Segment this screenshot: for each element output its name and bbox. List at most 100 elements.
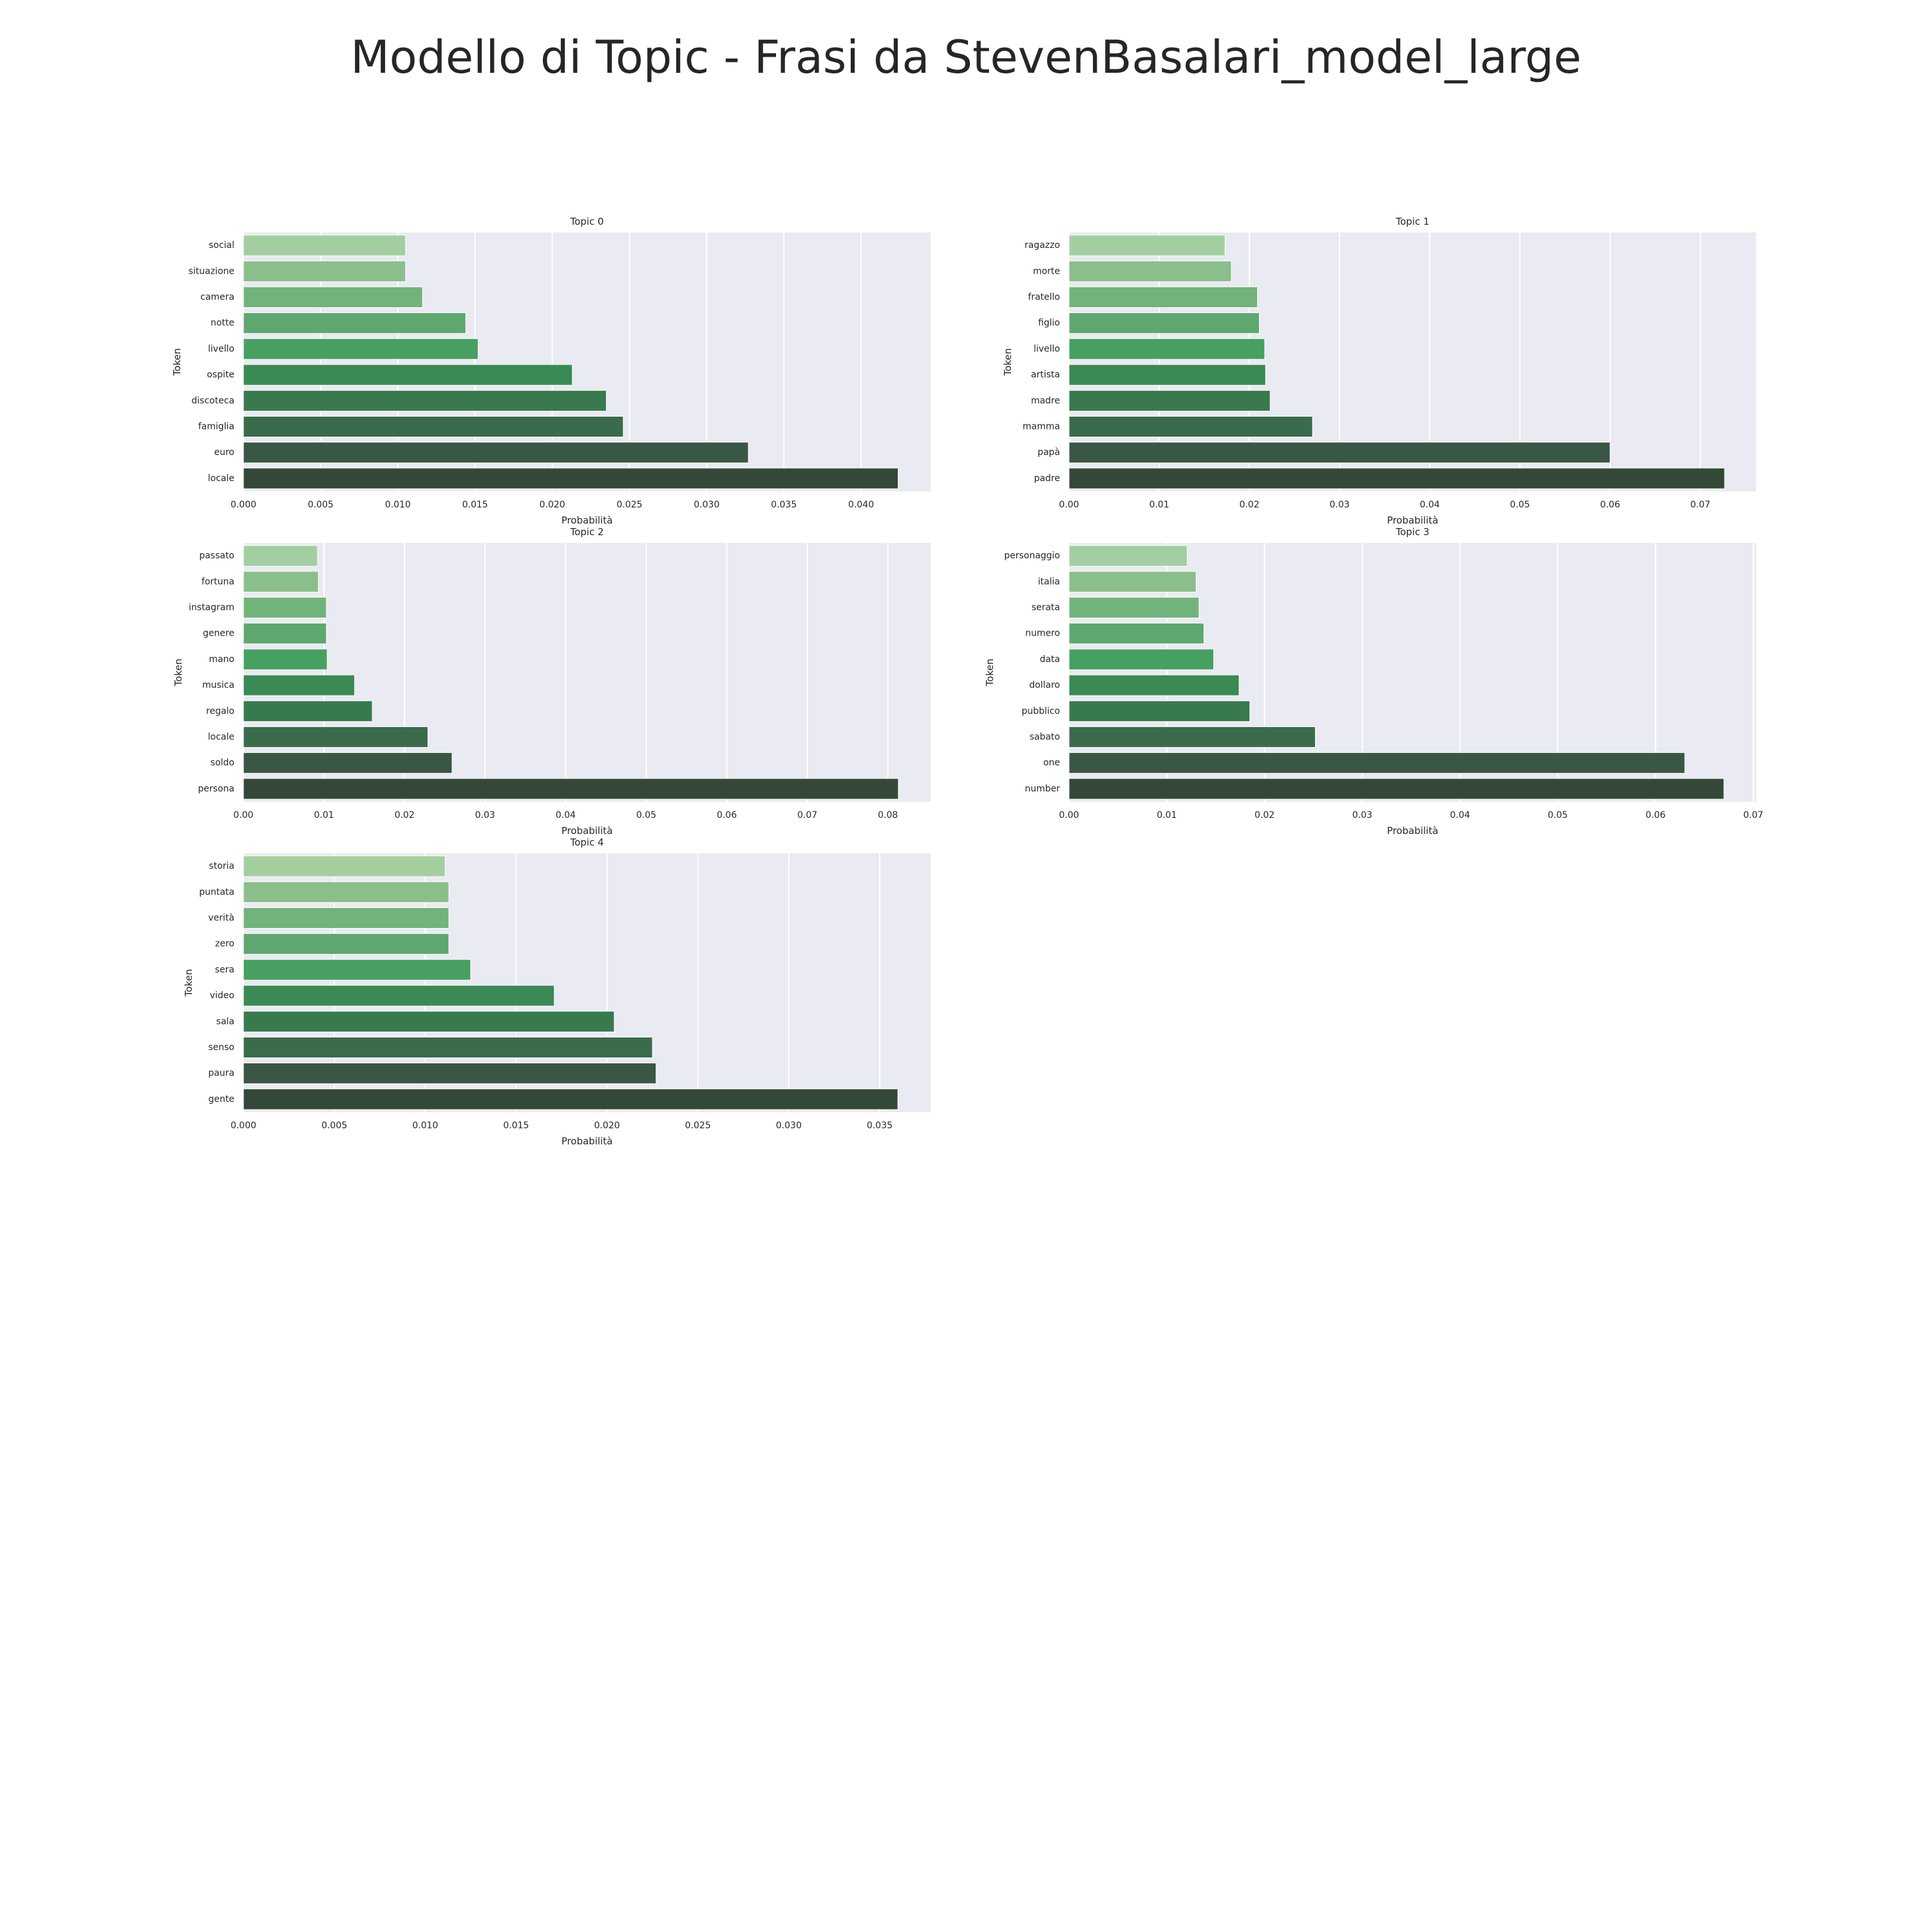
y-tick-label: figlio	[1038, 318, 1060, 328]
x-tick-label: 0.08	[878, 810, 898, 820]
bar-papà	[1068, 442, 1611, 464]
bar-regalo	[243, 700, 373, 722]
x-tick-label: 0.04	[1420, 500, 1440, 510]
y-tick-label: morte	[1033, 266, 1060, 276]
bar-discoteca	[243, 390, 607, 412]
bar-mano	[243, 649, 328, 670]
bar-dollaro	[1068, 674, 1240, 696]
bar-genere	[243, 623, 327, 645]
y-tick-label: euro	[214, 448, 235, 458]
bar-personaggio	[1068, 545, 1188, 567]
chart-panel-topic-1: ragazzo morte fratello figlio livello artista…	[1002, 216, 1756, 526]
bar-storia	[243, 855, 446, 877]
bar-situazione	[243, 260, 406, 282]
y-tick-label: musica	[202, 680, 234, 690]
bar-sala	[243, 1010, 615, 1032]
y-tick-label: serata	[1032, 603, 1060, 613]
bar-senso	[243, 1036, 653, 1059]
y-tick-label: camera	[200, 292, 234, 303]
subplot-title: Topic 3	[1395, 526, 1429, 538]
x-tick-label: 0.01	[314, 810, 334, 820]
y-tick-label: italia	[1038, 576, 1060, 587]
x-tick-label: 0.06	[717, 810, 737, 820]
y-tick-label: one	[1043, 758, 1060, 768]
bar-musica	[243, 674, 355, 696]
x-tick-label: 0.030	[776, 1121, 802, 1131]
x-tick-label: 0.025	[616, 500, 642, 510]
y-tick-label: livello	[1034, 344, 1060, 354]
y-tick-label: regalo	[206, 706, 234, 716]
bar-notte	[243, 312, 466, 334]
x-tick-label: 0.04	[1450, 810, 1470, 820]
y-tick-label: locale	[208, 732, 234, 743]
x-tick-label: 0.005	[321, 1121, 347, 1131]
bar-artista	[1068, 364, 1266, 386]
y-tick-label: soldo	[211, 758, 234, 768]
y-tick-label: puntata	[199, 887, 234, 897]
figure-title: Modello di Topic - Frasi da StevenBasala…	[350, 31, 1582, 84]
y-tick-label: artista	[1031, 370, 1060, 380]
y-tick-label: passato	[199, 551, 234, 561]
x-tick-label: 0.00	[1059, 500, 1079, 510]
subplot-title: Topic 2	[569, 526, 603, 538]
x-tick-label: 0.000	[231, 500, 256, 510]
y-tick-label: number	[1025, 784, 1060, 794]
bar-famiglia	[243, 415, 624, 438]
y-tick-label: persona	[198, 784, 234, 794]
bar-mamma	[1068, 415, 1313, 438]
bar-gente	[243, 1088, 898, 1110]
bar-fratello	[1068, 286, 1258, 308]
bar-serata	[1068, 596, 1200, 619]
y-tick-label: pubblico	[1021, 706, 1060, 716]
bar-zero	[243, 933, 450, 955]
bar-sabato	[1068, 726, 1316, 748]
x-tick-label: 0.025	[685, 1121, 711, 1131]
bar-locale	[243, 726, 428, 748]
bar-figlio	[1068, 312, 1260, 334]
bar-livello	[1068, 338, 1265, 360]
y-tick-label: social	[209, 240, 234, 251]
y-tick-label: video	[210, 990, 234, 1001]
y-tick-label: mamma	[1023, 422, 1060, 432]
y-tick-label: gente	[209, 1094, 234, 1104]
x-tick-label: 0.030	[694, 500, 719, 510]
bar-camera	[243, 286, 423, 308]
x-tick-label: 0.02	[1239, 500, 1259, 510]
x-tick-label: 0.01	[1149, 500, 1169, 510]
y-tick-label: discoteca	[191, 395, 234, 406]
x-tick-label: 0.015	[462, 500, 488, 510]
y-tick-label: sera	[215, 965, 234, 975]
bar-ospite	[243, 364, 573, 386]
y-tick-label: numero	[1025, 629, 1060, 639]
x-tick-label: 0.04	[556, 810, 576, 820]
y-tick-label: locale	[208, 473, 234, 484]
y-tick-label: mano	[209, 654, 234, 665]
bar-data	[1068, 649, 1215, 670]
y-axis-label: Token	[173, 659, 184, 687]
bar-pubblico	[1068, 700, 1251, 722]
subplot-title: Topic 1	[1395, 216, 1429, 227]
x-tick-label: 0.035	[771, 500, 797, 510]
x-tick-label: 0.040	[848, 500, 874, 510]
bar-number	[1068, 778, 1725, 800]
x-tick-label: 0.03	[475, 810, 495, 820]
y-tick-label: fortuna	[202, 576, 234, 587]
y-tick-label: verità	[208, 913, 234, 923]
bar-italia	[1068, 571, 1197, 592]
y-axis-label: Token	[171, 348, 183, 377]
x-tick-label: 0.020	[540, 500, 565, 510]
x-tick-label: 0.03	[1329, 500, 1349, 510]
bar-fortuna	[243, 571, 319, 592]
x-axis-label: Probabilità	[562, 515, 613, 526]
x-tick-label: 0.05	[636, 810, 656, 820]
subplot-title: Topic 0	[569, 216, 603, 227]
y-tick-label: notte	[211, 318, 234, 328]
chart-panel-topic-0: social situazione camera notte livello ospite…	[171, 216, 931, 526]
y-tick-label: zero	[215, 939, 234, 949]
y-tick-label: situazione	[189, 266, 234, 276]
bar-numero	[1068, 623, 1204, 645]
x-tick-label: 0.005	[308, 500, 334, 510]
bar-puntata	[243, 881, 450, 903]
bar-instagram	[243, 596, 327, 619]
